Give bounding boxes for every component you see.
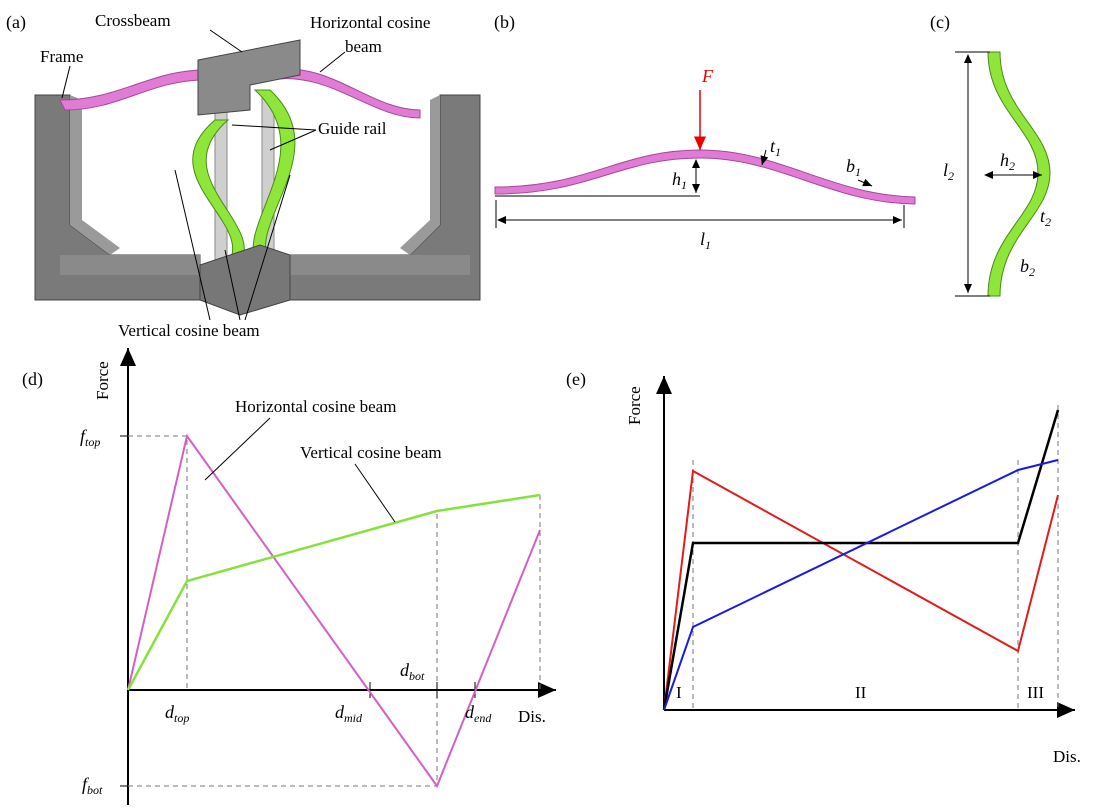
panel-label: (a): [6, 12, 26, 33]
tick-label: dbot: [400, 660, 425, 683]
stage-label: I: [676, 683, 682, 702]
annotation: Guide rail: [318, 119, 387, 138]
dimension-label: b2: [1020, 256, 1035, 279]
force-label: F: [701, 66, 714, 86]
dimension-label: b1: [846, 156, 861, 179]
panel-b: (b) F h1 t1 b1 l1: [494, 12, 915, 252]
annotation: Vertical cosine beam: [300, 443, 442, 462]
annotation: Crossbeam: [95, 11, 171, 30]
y-axis-label: Force: [93, 361, 112, 400]
panel-label: (b): [494, 12, 515, 33]
annotation: beam: [345, 37, 382, 56]
stage-label: III: [1027, 683, 1044, 702]
annotation: Horizontal cosine: [310, 13, 430, 32]
tick-label: dend: [465, 702, 492, 725]
tick-label: ftop: [80, 426, 100, 449]
annotation: Vertical cosine beam: [118, 321, 260, 340]
dimension-label: l2: [943, 160, 954, 183]
dimension-label: l1: [700, 229, 711, 252]
dimension-label: t2: [1040, 206, 1051, 229]
annotation: Horizontal cosine beam: [235, 397, 396, 416]
figure: (a) Crossbeam Frame Horizontal cosine be…: [0, 0, 1093, 808]
panel-label: (c): [930, 12, 950, 33]
dimension-label: h1: [672, 169, 687, 192]
x-axis-label: Dis.: [1053, 747, 1081, 766]
dimension-label: t1: [770, 136, 781, 159]
panel-label: (e): [566, 369, 586, 390]
panel-c: (c) l2 h2 t2 b2: [930, 12, 1051, 296]
tick-label: dmid: [335, 702, 363, 725]
panel-a: (a) Crossbeam Frame Horizontal cosine be…: [6, 11, 480, 340]
panel-e: (e) Force Dis. I II III: [566, 369, 1081, 766]
tick-label: dtop: [165, 702, 189, 725]
annotation: Frame: [40, 47, 83, 66]
stage-label: II: [855, 683, 867, 702]
x-axis-label: Dis.: [518, 707, 546, 726]
dimension-label: h2: [1000, 150, 1015, 173]
panel-label: (d): [22, 369, 43, 390]
y-axis-label: Force: [625, 386, 644, 425]
tick-label: fbot: [82, 774, 103, 797]
panel-d: (d) Force Dis. Horizontal cosine beam Ve…: [22, 348, 556, 805]
